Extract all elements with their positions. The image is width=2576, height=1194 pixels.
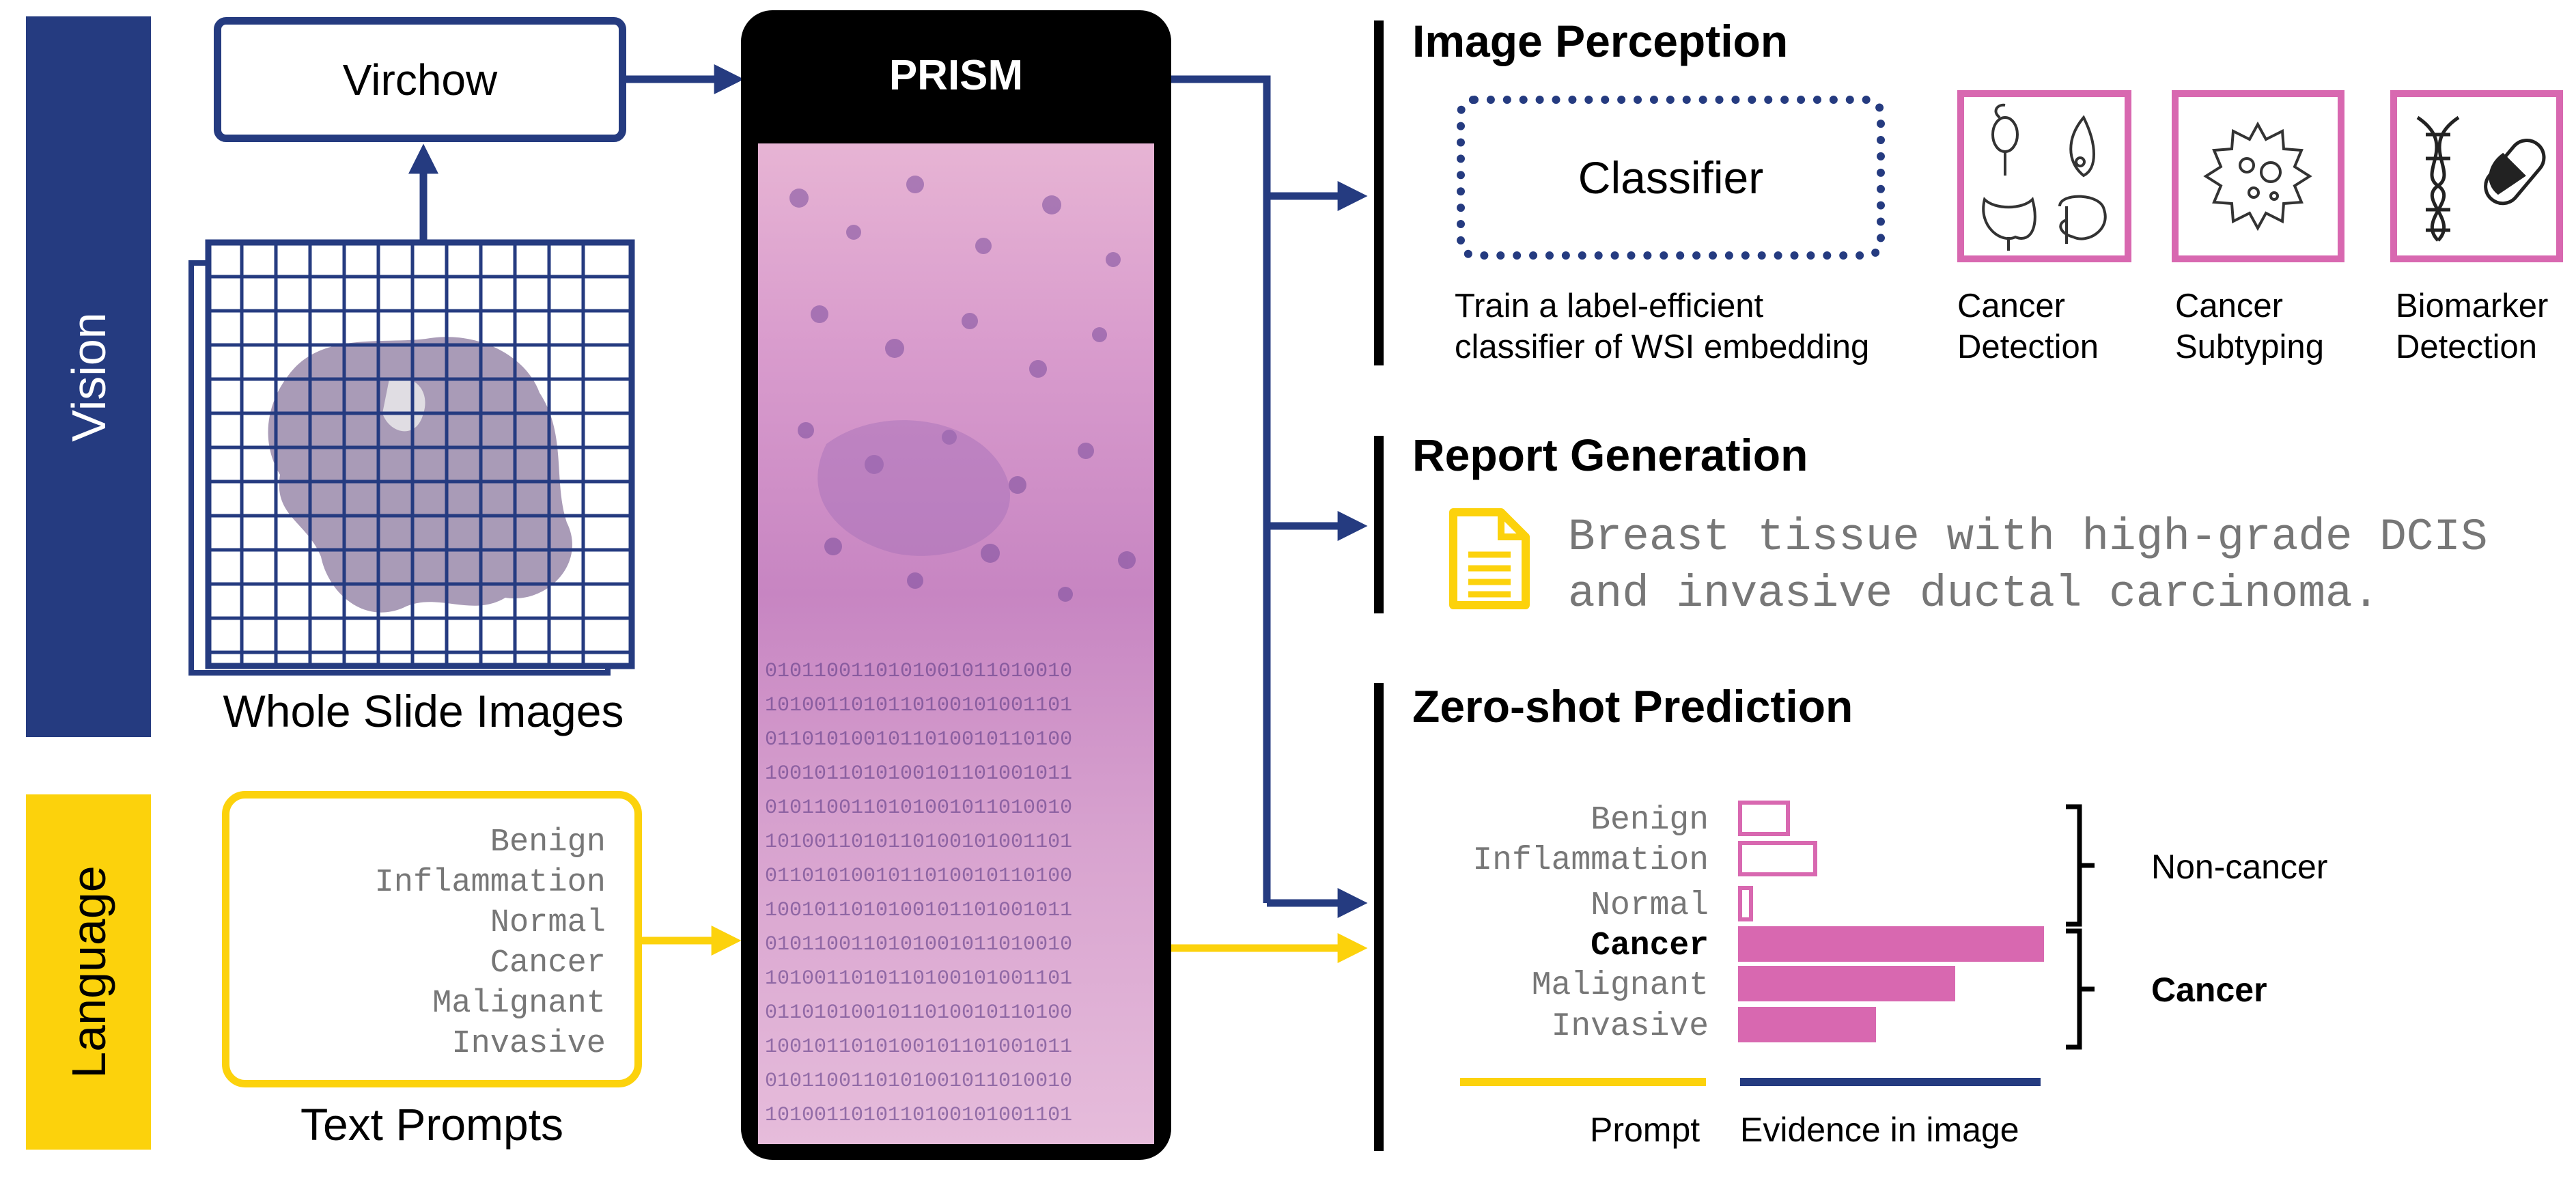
text-prompts-box: Benign Inflammation Normal Cancer Malign…: [222, 791, 642, 1087]
group-label-cancer: Cancer: [2151, 971, 2267, 1009]
tissue-texture: 0101100110101001011010010 10100110101101…: [765, 176, 1136, 1127]
prompt-list: Benign Inflammation Normal Cancer Malign…: [375, 822, 606, 1064]
biomarker-detection-label: Biomarker Detection: [2396, 288, 2549, 365]
zero-shot-row-label: Malignant: [1531, 967, 1709, 1004]
zero-shot-bar: [1738, 926, 2044, 962]
svg-text:0110101001011010010110100: 0110101001011010010110100: [765, 865, 1072, 888]
whole-slide-image-grid: [188, 239, 635, 676]
organs-icon: [1982, 103, 2107, 251]
virchow-label: Virchow: [342, 55, 498, 105]
prism-panel: PRISM 0101100110101001011010010 10100110…: [741, 10, 1171, 1160]
classifier-caption: Train a label-efficient classifier of WS…: [1455, 288, 1870, 365]
prompt-item: Cancer: [490, 945, 606, 982]
cancer-cell-icon: [2203, 121, 2312, 232]
prompt-item: Invasive: [451, 1026, 606, 1062]
zero-shot-title: Zero-shot Prediction: [1412, 681, 1853, 732]
group-brackets: [2066, 804, 2095, 1050]
prompt-item: Inflammation: [374, 865, 606, 901]
report-section-bar: [1374, 436, 1384, 613]
svg-text:1010011010110100101001101: 1010011010110100101001101: [765, 831, 1072, 854]
zero-shot-bar: [1738, 966, 1955, 1001]
zero-shot-bar: [1738, 841, 1817, 876]
classifier-box: Classifier: [1457, 96, 1885, 260]
zero-shot-row-label: Cancer: [1591, 928, 1709, 964]
zero-shot-bar: [1738, 886, 1753, 921]
svg-text:1010011010110100101001101: 1010011010110100101001101: [765, 694, 1072, 717]
report-text: Breast tissue with high-grade DCIS and in…: [1568, 512, 2488, 620]
prompt-item: Malignant: [432, 986, 606, 1022]
legend-evidence-line: [1740, 1078, 2041, 1086]
vision-sidebar: Vision: [26, 16, 151, 737]
svg-text:0101100110101001011010010: 0101100110101001011010010: [765, 796, 1072, 820]
language-sidebar: Language: [26, 794, 151, 1150]
svg-text:0101100110101001011010010: 0101100110101001011010010: [765, 1070, 1072, 1093]
perception-section-bar: [1374, 20, 1384, 365]
cancer-subtyping-tile: [2172, 90, 2344, 262]
text-prompts-label: Text Prompts: [300, 1099, 564, 1150]
zero-shot-row-label: Invasive: [1551, 1008, 1709, 1045]
legend-evidence-label: Evidence in image: [1740, 1111, 2019, 1149]
zero-shot-row-label: Benign: [1591, 802, 1709, 839]
zero-shot-row-label: Inflammation: [1472, 842, 1709, 879]
zero-shot-bar: [1738, 1007, 1876, 1042]
svg-text:0110101001011010010110100: 0110101001011010010110100: [765, 728, 1072, 751]
document-icon: [1449, 508, 1530, 609]
svg-text:1010011010110100101001101: 1010011010110100101001101: [765, 967, 1072, 990]
svg-text:1001011010100101101001011: 1001011010100101101001011: [765, 762, 1072, 786]
tissue-image: 0101100110101001011010010 10100110101101…: [758, 143, 1154, 1144]
cancer-subtyping-label: Cancer Subtyping: [2175, 288, 2324, 365]
virchow-box: Virchow: [214, 17, 626, 142]
svg-text:0101100110101001011010010: 0101100110101001011010010: [765, 660, 1072, 683]
classifier-label: Classifier: [1578, 152, 1764, 203]
prism-title: PRISM: [888, 52, 1024, 99]
image-perception-title: Image Perception: [1412, 16, 1789, 66]
report-generation-title: Report Generation: [1412, 430, 1808, 480]
svg-text:1001011010100101101001011: 1001011010100101101001011: [765, 1036, 1072, 1059]
biomarker-detection-tile: [2390, 90, 2563, 262]
prompt-item: Benign: [490, 824, 606, 861]
svg-text:0110101001011010010110100: 0110101001011010010110100: [765, 1001, 1072, 1025]
wsi-label: Whole Slide Images: [223, 686, 624, 736]
dna-pill-icon: [2416, 115, 2546, 242]
legend-prompt-label: Prompt: [1590, 1111, 1700, 1149]
group-label-noncancer: Non-cancer: [2151, 848, 2328, 886]
zero-shot-bar: [1738, 801, 1790, 836]
cancer-detection-tile: [1957, 90, 2131, 262]
prompt-item: Normal: [490, 905, 606, 941]
zeroshot-section-bar: [1374, 683, 1384, 1151]
svg-text:1001011010100101101001011: 1001011010100101101001011: [765, 899, 1072, 922]
svg-text:0101100110101001011010010: 0101100110101001011010010: [765, 933, 1072, 956]
legend-prompt-line: [1460, 1078, 1706, 1086]
cancer-detection-label: Cancer Detection: [1957, 288, 2099, 365]
zero-shot-row-label: Normal: [1591, 887, 1709, 924]
svg-text:1010011010110100101001101: 1010011010110100101001101: [765, 1104, 1072, 1127]
